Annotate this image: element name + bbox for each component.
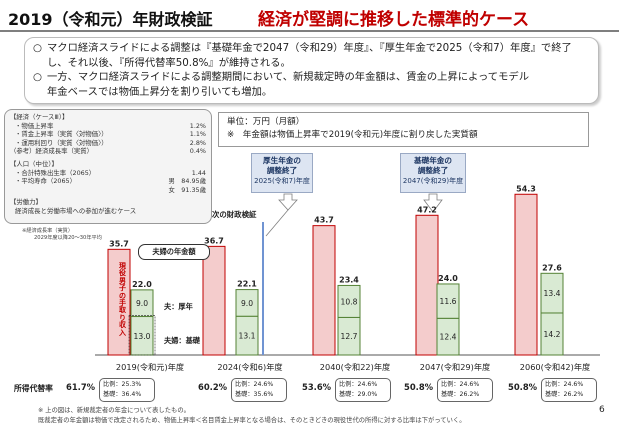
- kiso-highlight-box: [128, 315, 156, 356]
- kousei-segment-label: 夫：厚年: [164, 302, 193, 311]
- income-bar: [415, 214, 439, 356]
- assumption-header: 【人口（中位）】: [10, 159, 58, 168]
- kousei-callout-arrow: [278, 193, 298, 211]
- kiso-value-label: 12.7: [341, 332, 358, 341]
- assumption-row: ・合計特殊出生率（2065） 1.44: [15, 168, 206, 177]
- hirei-rate: 比例：24.6%: [441, 381, 480, 388]
- replacement-breakdown-box: 比例：25.3% 基礎：36.4%: [99, 378, 155, 402]
- couple-total-label: 22.0: [132, 280, 152, 289]
- summary-text: 一方、マクロ経済スライドによる調整期間において、新規裁定時の年金額は、賃金の上昇…: [47, 71, 529, 84]
- kousei-bar-segment: [436, 283, 460, 319]
- kiso-callout-arrow: [423, 193, 443, 213]
- category-tick-label: 2019(令和元)年度: [116, 362, 184, 372]
- assumption-note: ※経済成長率（実質） 2029年度以降20～30年平均: [22, 228, 102, 241]
- couple-total-label: 27.6: [542, 263, 562, 272]
- kiso-rate: 基礎：36.4%: [103, 390, 142, 398]
- income-value-label: 36.7: [204, 236, 224, 245]
- assumptions-box: 【経済（ケースⅢ）】 ・物価上昇率 1.2% ・賃金上昇率（実質〈対物価〉） 1.1…: [4, 109, 212, 224]
- assumption-header: 【労働力】: [10, 198, 42, 207]
- assumption-row: ・物価上昇率 1.2%: [15, 121, 206, 130]
- kiso-value-label: 12.4: [440, 333, 457, 342]
- replacement-breakdown-box: 比例：24.6% 基礎：26.2%: [437, 378, 493, 402]
- assumption-row: ・賃金上昇率（実質〈対物価〉） 1.1%: [15, 130, 206, 139]
- income-bar: [107, 248, 131, 356]
- replacement-rate-value: 60.2%: [198, 382, 228, 392]
- worker-income-label: 現役男子の手取り収入: [119, 262, 126, 337]
- summary-box: ○ マクロ経済スライドによる調整は『基礎年金で2047（令和29）年度』、『厚生…: [24, 37, 599, 104]
- kiso-value-label: 14.2: [544, 330, 561, 339]
- assumption-row: ・運用利回り（実質〈対物価〉） 2.8%: [15, 138, 206, 147]
- unit-box: 単位：万円（月額） ※ 年金額は物価上昇率で2019(令和元)年度に割り戻した実…: [218, 112, 589, 147]
- assumption-row: （参考）経済成長率（実質） 0.4%: [10, 147, 206, 156]
- title-divider: [0, 30, 619, 32]
- category-tick-label: 2040(令和22)年度: [320, 362, 390, 372]
- replacement-rate-value: 50.8%: [508, 382, 538, 392]
- category-tick-label: 2024(令和6)年度: [217, 362, 282, 372]
- page-subtitle: 経済が堅調に推移した標準的ケース: [258, 10, 530, 30]
- kousei-bar-segment: [235, 289, 259, 317]
- hirei-rate: 比例：24.6%: [339, 381, 378, 388]
- kiso-value-label: 13.0: [134, 332, 151, 341]
- category-tick-label: 2047(令和29)年度: [420, 362, 490, 372]
- summary-item-1: ○ マクロ経済スライドによる調整は『基礎年金で2047（令和29）年度』、『厚生…: [33, 41, 590, 70]
- income-bar: [312, 225, 336, 356]
- assumption-header: 【経済（ケースⅢ）】: [10, 113, 69, 121]
- hirei-rate: 比例：25.3%: [103, 381, 142, 388]
- footnote: ※ 上の図は、新規裁定者の年金について表したもの。 既裁定者の年金額は物価で改定…: [38, 407, 466, 424]
- kousei-value-label: 9.0: [136, 299, 148, 308]
- kiso-rate: 基礎：35.6%: [235, 390, 274, 398]
- hirei-rate: 比例：24.6%: [545, 381, 584, 388]
- kousei-callout-pointer: [265, 209, 289, 237]
- kousei-value-label: 9.0: [241, 299, 253, 308]
- assumption-row: ・平均寿命（2065）男 84.95歳: [15, 177, 206, 186]
- kiso-value-label: 13.1: [239, 332, 256, 341]
- income-value-label: 43.7: [314, 216, 334, 225]
- summary-text: 年金ベースでは物価上昇分を割り引いても増加。: [47, 85, 273, 98]
- kiso-segment-label: 夫婦：基礎: [164, 336, 200, 345]
- hirei-rate: 比例：24.6%: [235, 381, 274, 388]
- kousei-bar-segment: [337, 284, 361, 318]
- income-bar: [202, 245, 226, 356]
- income-bar: [514, 193, 538, 356]
- replacement-rate-header: 所得代替率: [14, 384, 53, 393]
- summary-text: し、それ以後、『所得代替率50.8%』が維持される。: [47, 56, 291, 69]
- kiso-adjustment-callout: 基礎年金の 調整終了 2047(令和29)年度: [400, 153, 466, 193]
- replacement-rate-value: 61.7%: [66, 382, 96, 392]
- page-number: 6: [599, 405, 605, 415]
- next-review-label: 次の財政検証: [212, 210, 257, 219]
- income-value-label: 47.2: [417, 205, 437, 214]
- couple-total-label: 24.0: [438, 274, 458, 283]
- page-title: 2019（令和元）年財政検証: [8, 10, 213, 29]
- assumption-row: 経済成長と労働市場への参加が進むケース: [15, 206, 137, 215]
- kousei-adjustment-callout: 厚生年金の 調整終了 2025(令和7)年度: [251, 153, 313, 193]
- kiso-rate: 基礎：29.0%: [339, 390, 378, 398]
- category-tick-label: 2060(令和42)年度: [520, 362, 590, 372]
- replacement-rate-value: 50.8%: [404, 382, 434, 392]
- assumption-row: 女 91.35歳: [168, 185, 206, 194]
- unit-label: 単位：万円（月額）: [227, 117, 305, 127]
- replacement-breakdown-box: 比例：24.6% 基礎：35.6%: [231, 378, 287, 402]
- summary-item-2: ○ 一方、マクロ経済スライドによる調整期間において、新規裁定時の年金額は、賃金の…: [33, 70, 590, 99]
- bullet-icon: ○: [33, 71, 42, 84]
- income-value-label: 54.3: [516, 184, 536, 193]
- kiso-rate: 基礎：26.2%: [545, 390, 584, 398]
- kousei-bar-segment: [540, 272, 564, 314]
- income-value-label: 35.7: [109, 239, 129, 248]
- replacement-breakdown-box: 比例：24.6% 基礎：29.0%: [335, 378, 391, 402]
- couple-total-label: 23.4: [339, 275, 359, 284]
- summary-text: マクロ経済スライドによる調整は『基礎年金で2047（令和29）年度』、『厚生年金…: [47, 42, 572, 54]
- kousei-bar-segment: [130, 289, 154, 318]
- kousei-value-label: 10.8: [341, 297, 358, 306]
- kousei-value-label: 13.4: [544, 289, 561, 298]
- replacement-rate-value: 53.6%: [302, 382, 332, 392]
- replacement-breakdown-box: 比例：24.6% 基礎：26.2%: [541, 378, 597, 402]
- kiso-rate: 基礎：26.2%: [441, 390, 480, 398]
- bullet-icon: ○: [33, 42, 42, 54]
- unit-note: ※ 年金額は物価上昇率で2019(令和元)年度に割り戻した実質額: [227, 130, 478, 140]
- kousei-value-label: 11.6: [440, 297, 457, 306]
- couple-pension-label: 夫婦の年金額: [138, 244, 210, 260]
- couple-total-label: 22.1: [237, 280, 257, 289]
